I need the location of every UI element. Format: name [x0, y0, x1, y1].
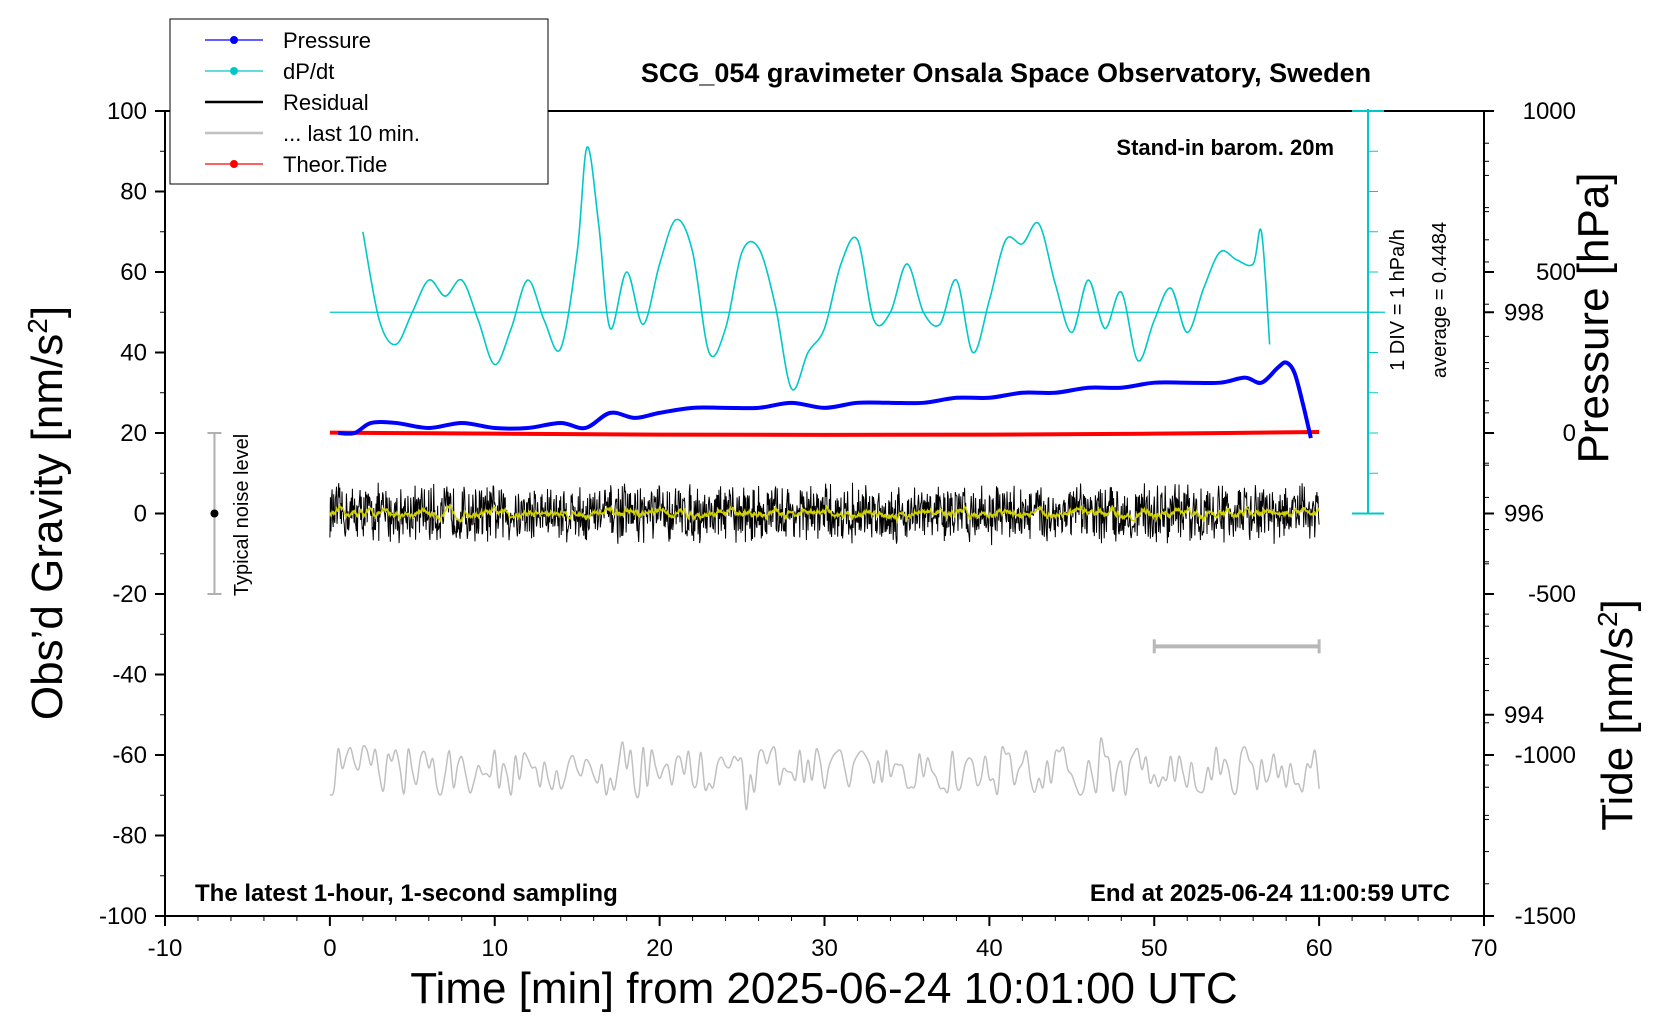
y-tick-label: 0: [134, 501, 147, 528]
residual-line: [329, 482, 1320, 546]
chart-title: SCG_054 gravimeter Onsala Space Observat…: [641, 58, 1371, 88]
y-axis-tide-title: Tide [nm/s2]: [1592, 599, 1643, 831]
tide-tick-label: -1000: [1515, 742, 1576, 769]
y-axis-tide-title-sup: 2: [1592, 611, 1623, 627]
last-10-min-bar: [1152, 639, 1321, 654]
tide-tick-label: -1500: [1515, 903, 1576, 930]
end-time-note: End at 2025-06-24 11:00:59 UTC: [1090, 880, 1450, 907]
x-tick-label: 20: [646, 935, 673, 962]
x-tick-label: 10: [481, 935, 508, 962]
tide-tick-label: 1000: [1523, 98, 1576, 125]
residual-smooth-line: [329, 503, 1320, 525]
y-axis-left-title: Obs’d Gravity [nm/s2]: [22, 306, 73, 720]
y-tick-label: -80: [112, 823, 147, 850]
legend-label-theor-tide: Theor.Tide: [283, 152, 387, 177]
x-tick-label: 50: [1141, 935, 1168, 962]
legend-marker-dp-dt: [230, 67, 238, 75]
y-tick-label: 60: [120, 259, 147, 286]
theor-tide-series: [329, 430, 1320, 437]
tide-tick-label: -500: [1528, 581, 1576, 608]
y-axis-tide-title-text: Tide [nm/s: [1593, 627, 1642, 831]
x-tick-label: 40: [976, 935, 1003, 962]
tide-line: [329, 430, 1320, 437]
legend-marker-theor-tide: [230, 160, 238, 168]
y-tick-label: -60: [112, 742, 147, 769]
y-tick-label: -20: [112, 581, 147, 608]
x-axis-title: Time [min] from 2025-06-24 10:01:00 UTC: [410, 964, 1237, 1013]
y-axis-left-title-text: Obs’d Gravity [nm/s: [23, 334, 72, 720]
dpdt-series: [362, 146, 1271, 391]
tide-tick-label: 500: [1536, 259, 1576, 286]
legend: Pressure dP/dt Residual ... last 10 min. The…: [169, 18, 549, 185]
residual-series: [329, 482, 1320, 546]
y-axis-left-title-close: ]: [23, 306, 72, 318]
tide-tick-label: 0: [1563, 420, 1576, 447]
y-tick-label: 20: [120, 420, 147, 447]
x-tick-label: 60: [1306, 935, 1333, 962]
dpdt-line: [362, 146, 1271, 391]
last-10-min-series: [329, 737, 1320, 811]
noise-bar-dot: [210, 509, 219, 518]
average-label: average = 0.4484: [1429, 222, 1451, 378]
dpdt-scale-axis: [1352, 109, 1384, 515]
sampling-note: The latest 1-hour, 1-second sampling: [195, 880, 618, 907]
x-tick-label: 30: [811, 935, 838, 962]
y-tick-label: 100: [107, 98, 147, 125]
pressure-tick-label: 998: [1504, 299, 1544, 326]
pressure-line: [338, 360, 1313, 439]
y-tick-label: -40: [112, 662, 147, 689]
pressure-series: [338, 360, 1313, 439]
noise-level-bar: [207, 432, 222, 595]
legend-label-dp-dt: dP/dt: [283, 59, 334, 84]
x-tick-label: 0: [323, 935, 336, 962]
pressure-tick-label: 994: [1504, 702, 1544, 729]
legend-label-residual: Residual: [283, 90, 369, 115]
y-axis-tide-title-close: ]: [1593, 599, 1642, 611]
barometer-note: Stand-in barom. 20m: [1116, 135, 1334, 160]
legend-label-pressure: Pressure: [283, 28, 371, 53]
noise-label: Typical noise level: [231, 434, 253, 596]
legend-marker-pressure: [230, 36, 238, 44]
x-tick-label: 70: [1471, 935, 1498, 962]
axis-ticks: -10 0 10 20 30 40 50 60 70100806040200-20-40-60-…: [99, 98, 1576, 962]
div-label: 1 DIV = 1 hPa/h: [1387, 229, 1409, 371]
y-tick-label: 80: [120, 179, 147, 206]
y-axis-pressure-title: Pressure [hPa]: [1569, 172, 1618, 463]
last-10-min-line: [329, 737, 1320, 811]
y-tick-label: 40: [120, 340, 147, 367]
legend-label-last-10-min: ... last 10 min.: [283, 121, 420, 146]
y-tick-label: -100: [99, 903, 147, 930]
y-axis-left-title-sup: 2: [22, 318, 53, 334]
x-tick-label: -10: [148, 935, 183, 962]
pressure-tick-label: 996: [1504, 501, 1544, 528]
